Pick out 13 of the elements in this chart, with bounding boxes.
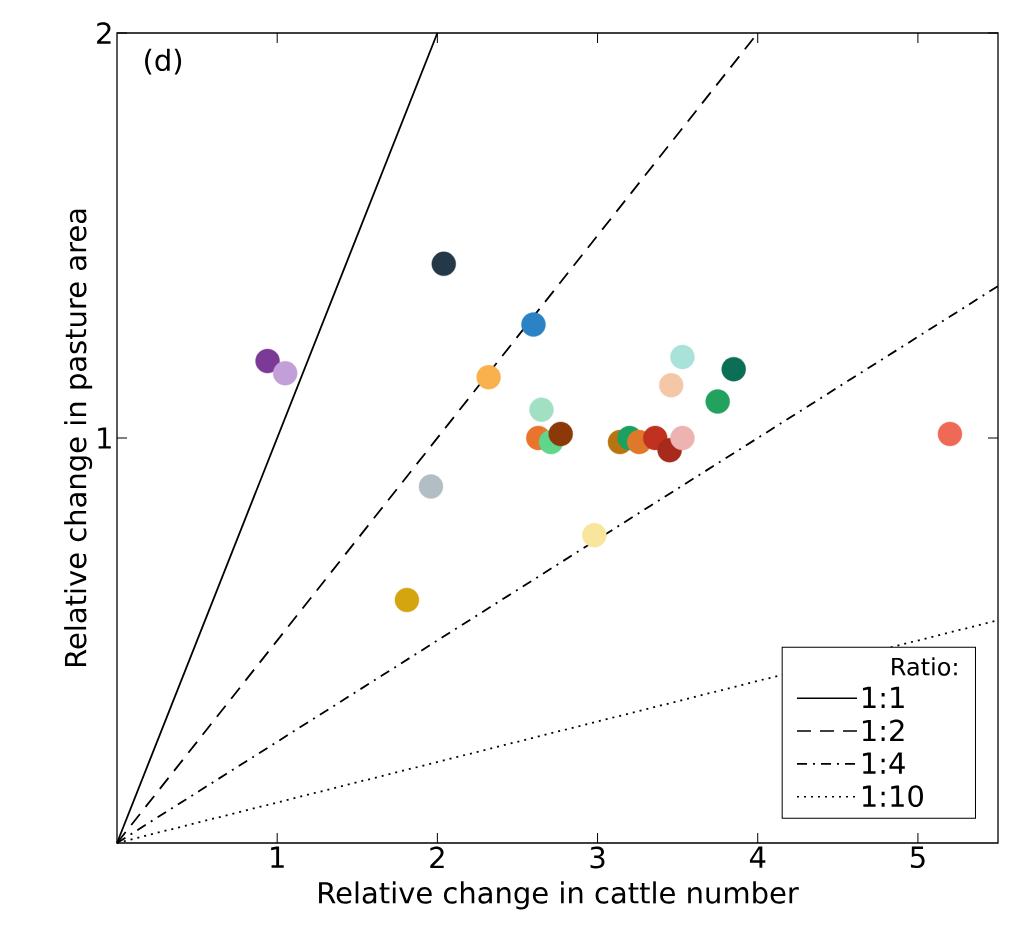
legend-title: Ratio: [892,657,957,676]
annotation: (d) [145,48,182,75]
x-tick-label: 2 [430,846,444,869]
legend-label: 1:10 [862,785,923,808]
x-tick-label: 3 [590,846,605,869]
x-tick-label: 4 [749,846,766,868]
legend-label: 1:4 [862,752,905,774]
y-axis-title: Relative change in pasture area [64,209,93,667]
x-tick-label: 5 [910,846,925,869]
x-tick-label: 1 [271,846,284,868]
x-axis-title: Relative change in cattle number [319,881,799,910]
legend-label: 1:2 [862,719,904,742]
legend-label: 1:1 [862,686,904,709]
